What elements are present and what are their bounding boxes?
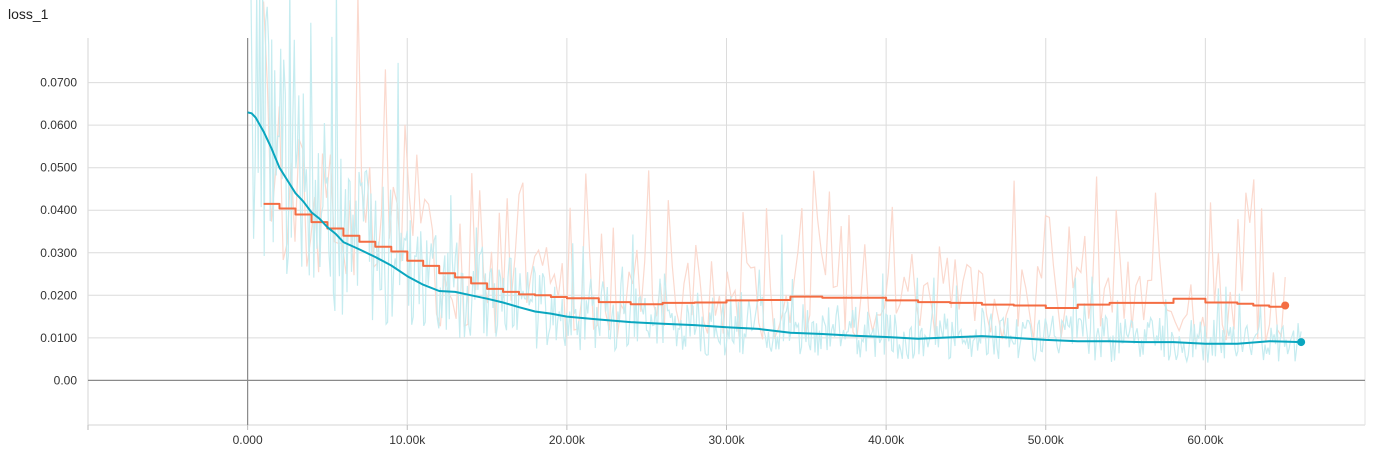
x-tick-label: 40.00k	[868, 433, 905, 447]
x-tick-label: 20.00k	[549, 433, 586, 447]
series-endpoint-marker	[1281, 301, 1290, 310]
axis-layer	[88, 38, 1365, 425]
raw-series-line	[263, 0, 1286, 343]
y-tick-label: 0.0400	[40, 203, 77, 217]
tick-label-layer: 0.00 0.0100 0.0200 0.0300 0.0400 0.0500 0.0600…	[40, 76, 1224, 447]
x-tick-label: 0.000	[233, 433, 263, 447]
x-tick-label: 50.00k	[1028, 433, 1065, 447]
y-tick-label: 0.0100	[40, 331, 77, 345]
y-tick-label: 0.0600	[40, 118, 77, 132]
y-tick-label: 0.0200	[40, 288, 77, 302]
series-line	[263, 202, 1287, 309]
x-tick-label: 10.00k	[389, 433, 426, 447]
raw-series-line	[250, 0, 1302, 364]
y-tick-label: 0.00	[54, 373, 78, 387]
y-tick-label: 0.0300	[40, 246, 77, 260]
x-tick-label: 30.00k	[708, 433, 745, 447]
chart-title: loss_1	[8, 6, 49, 22]
x-tick-label: 60.00k	[1187, 433, 1224, 447]
series-endpoint-marker	[1297, 338, 1306, 347]
raw-series-layer	[250, 0, 1302, 364]
series-line	[247, 111, 1302, 345]
y-tick-label: 0.0700	[40, 76, 77, 90]
y-tick-label: 0.0500	[40, 161, 77, 175]
smoothed-series-layer	[247, 111, 1306, 347]
